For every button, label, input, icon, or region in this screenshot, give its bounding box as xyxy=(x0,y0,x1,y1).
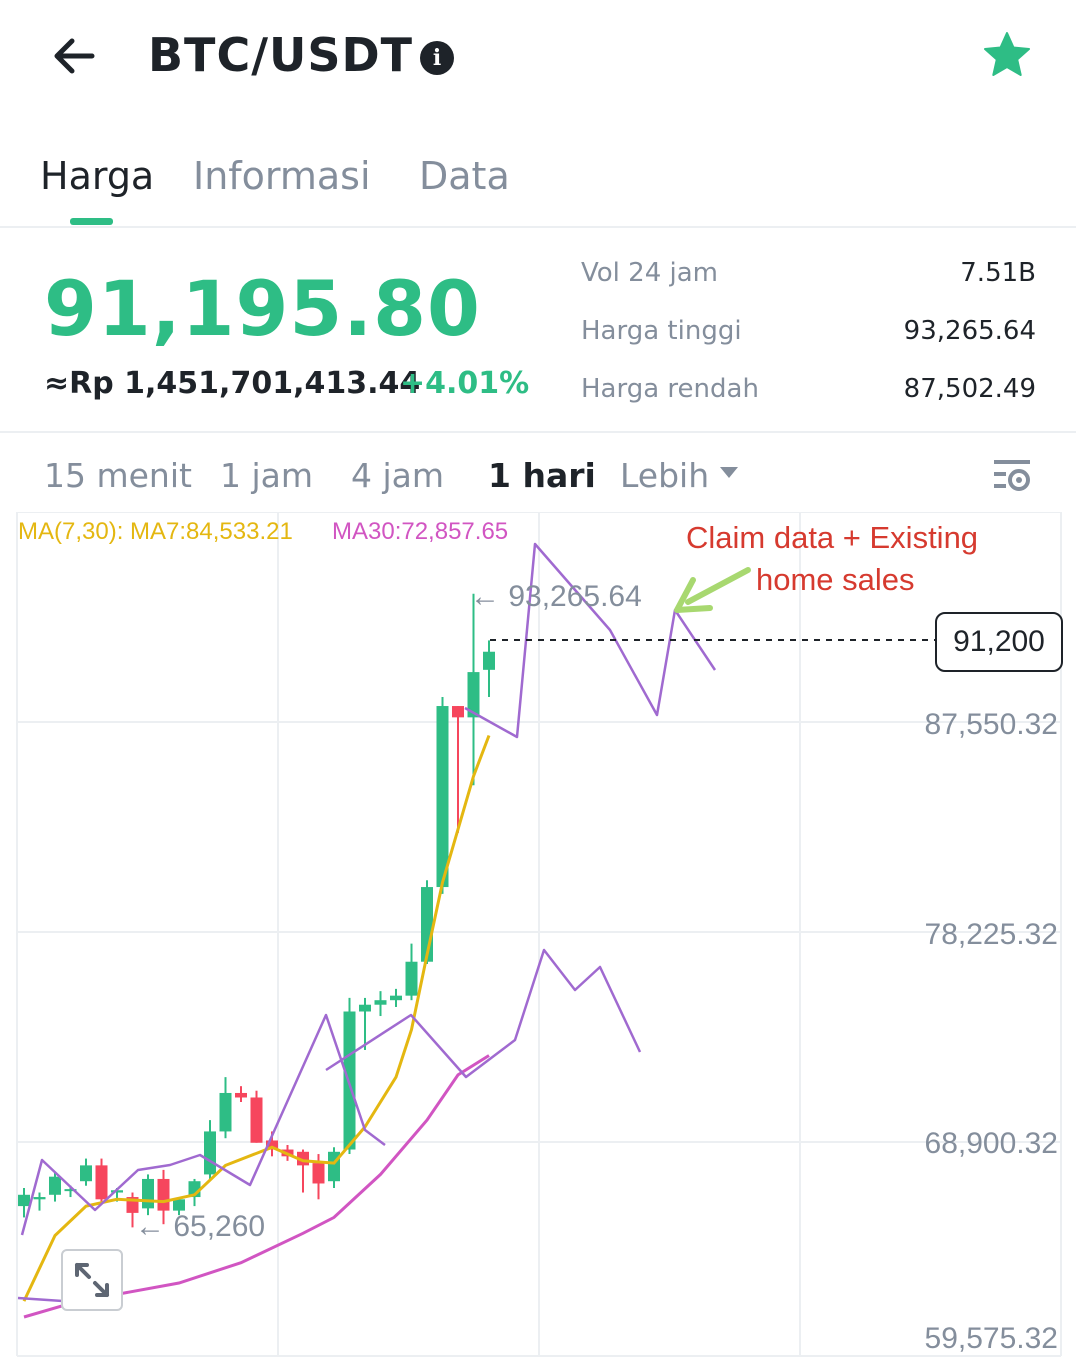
candle xyxy=(173,1197,185,1216)
candle-body xyxy=(49,1176,61,1195)
stat-value-volume: 7.51B xyxy=(960,258,1036,288)
stat-label-low: Harga rendah xyxy=(581,374,759,404)
chart-grid xyxy=(16,512,1062,1357)
candle xyxy=(343,997,356,1155)
stat-label-high: Harga tinggi xyxy=(581,316,742,346)
y-axis-label: 68,900.32 xyxy=(924,1127,1058,1160)
info-icon[interactable]: i xyxy=(420,41,454,75)
candle xyxy=(49,1172,61,1202)
candle-body xyxy=(18,1194,30,1207)
annotation-arrow xyxy=(674,567,751,613)
candle xyxy=(95,1158,108,1204)
candle-body xyxy=(64,1189,77,1192)
candle-body xyxy=(390,995,402,1001)
candle xyxy=(452,706,464,833)
y-axis-label: 59,575.32 xyxy=(924,1322,1058,1355)
low-marker-label: ← 65,260 xyxy=(135,1210,266,1243)
interval-4h[interactable]: 4 jam xyxy=(351,456,445,495)
candle-body xyxy=(359,1004,371,1012)
divider xyxy=(0,226,1076,228)
candle xyxy=(374,991,387,1017)
candle-body xyxy=(266,1140,278,1150)
interval-15m[interactable]: 15 menit xyxy=(44,456,192,495)
candle xyxy=(359,997,371,1050)
candle-body xyxy=(436,706,449,888)
candle-body xyxy=(235,1092,247,1098)
high-marker-label: ← 93,265.64 xyxy=(470,580,642,613)
candle-body xyxy=(204,1131,216,1175)
last-price: 91,195.80 xyxy=(44,264,481,353)
candle xyxy=(80,1158,92,1186)
candle-body xyxy=(157,1178,170,1211)
candlestick-chart[interactable] xyxy=(0,512,1076,1364)
chevron-down-icon[interactable] xyxy=(720,467,738,478)
candle xyxy=(483,640,495,697)
stat-value-high: 93,265.64 xyxy=(903,316,1036,346)
candle xyxy=(235,1086,247,1103)
interval-1d[interactable]: 1 hari xyxy=(488,456,596,495)
tab-harga[interactable]: Harga xyxy=(40,154,155,198)
candle xyxy=(467,593,480,786)
back-arrow-icon[interactable] xyxy=(48,30,100,82)
candle-body xyxy=(95,1165,108,1200)
tab-informasi[interactable]: Informasi xyxy=(193,154,371,198)
interval-more[interactable]: Lebih xyxy=(620,456,710,495)
expand-icon[interactable] xyxy=(61,1249,123,1311)
candle xyxy=(328,1147,340,1188)
candle xyxy=(390,988,402,1007)
candle xyxy=(204,1120,216,1179)
candle-body xyxy=(483,651,495,670)
candle-body xyxy=(405,961,418,996)
y-axis-label: 87,550.32 xyxy=(924,708,1058,741)
pair-title: BTC/USDT xyxy=(148,28,414,82)
fiat-price: ≈Rp 1,451,701,413.44 xyxy=(44,366,421,401)
candle-body xyxy=(467,672,480,718)
stat-value-low: 87,502.49 xyxy=(903,374,1036,404)
candle-body xyxy=(219,1092,232,1132)
last-price-tag: 91,200 xyxy=(935,612,1063,672)
chart-settings-icon[interactable] xyxy=(992,458,1032,494)
candle-body xyxy=(452,706,464,718)
price-change: +4.01% xyxy=(400,366,530,401)
candle-body xyxy=(33,1197,46,1200)
candle xyxy=(18,1187,30,1218)
candle xyxy=(405,943,418,1001)
star-icon[interactable] xyxy=(982,30,1032,80)
candle-body xyxy=(250,1097,263,1143)
candle-body xyxy=(312,1163,325,1184)
ma30-legend: MA30:72,857.65 xyxy=(332,518,509,545)
candle-body xyxy=(142,1178,154,1209)
stat-label-volume: Vol 24 jam xyxy=(581,258,718,288)
candle xyxy=(250,1090,263,1143)
y-axis-label: 78,225.32 xyxy=(924,918,1058,951)
candle xyxy=(33,1192,46,1211)
candle xyxy=(436,696,449,894)
candle-body xyxy=(80,1165,92,1182)
candle-body xyxy=(111,1190,123,1193)
ma7-legend: MA(7,30): MA7:84,533.21 xyxy=(18,518,293,545)
active-tab-indicator xyxy=(70,218,113,225)
candle-body xyxy=(173,1199,185,1211)
annotation-text: home sales xyxy=(756,562,915,597)
candle xyxy=(297,1149,309,1193)
tab-data[interactable]: Data xyxy=(419,154,510,198)
annotation-text: Claim data + Existing xyxy=(686,520,979,555)
divider xyxy=(0,431,1076,433)
candle xyxy=(219,1077,232,1139)
candle-body xyxy=(374,1000,387,1005)
interval-1h[interactable]: 1 jam xyxy=(220,456,314,495)
ma7-line xyxy=(22,734,491,1302)
